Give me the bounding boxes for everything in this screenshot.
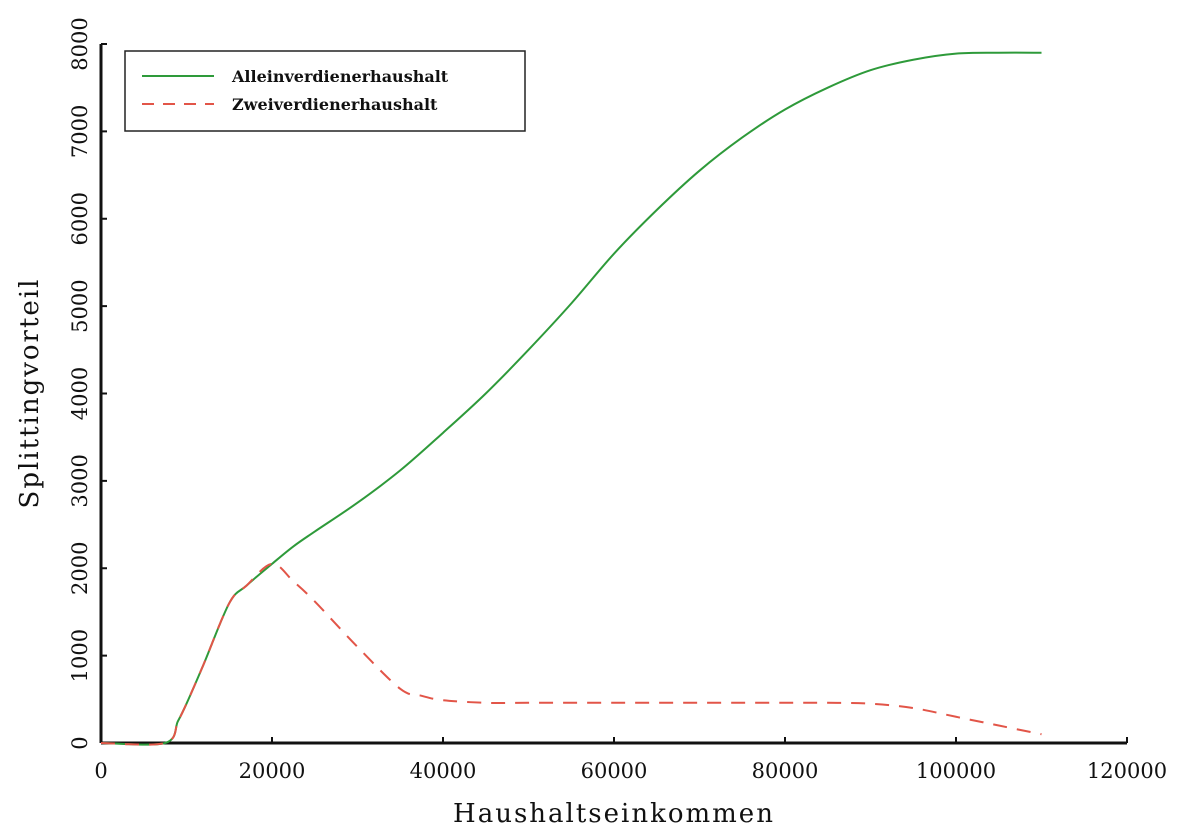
y-tick-label: 8000 xyxy=(68,17,92,70)
series-line-zweiverdiener xyxy=(100,562,1042,746)
y-tick-label: 3000 xyxy=(68,454,92,507)
legend-box xyxy=(124,50,526,132)
series-layer xyxy=(100,51,1042,746)
x-axis-title: Haushaltseinkommen xyxy=(453,799,775,829)
y-tick-label: 7000 xyxy=(68,105,92,158)
x-tick-label: 80000 xyxy=(752,759,819,783)
y-tick-label: 1000 xyxy=(68,629,92,682)
legend: Alleinverdienerhaushalt Zweiverdienerhau… xyxy=(124,50,526,132)
x-tick-label: 20000 xyxy=(239,759,306,783)
legend-label-zweiverdiener: Zweiverdienerhaushalt xyxy=(232,95,438,114)
y-tick-label: 4000 xyxy=(68,367,92,420)
y-tick-label: 6000 xyxy=(68,192,92,245)
x-tick-label: 60000 xyxy=(581,759,648,783)
y-axis-title: Splittingvorteil xyxy=(15,278,45,509)
x-tick-label: 40000 xyxy=(410,759,477,783)
x-tick-label: 0 xyxy=(94,759,107,783)
series-line-alleinverdiener xyxy=(100,51,1042,746)
y-tick-label: 2000 xyxy=(68,542,92,595)
x-tick-label: 120000 xyxy=(1087,759,1167,783)
y-tick-label: 5000 xyxy=(68,279,92,332)
axes: 0 20000 40000 60000 80000 100000 120000 0 1000 20… xyxy=(68,17,1167,783)
legend-label-alleinverdiener: Alleinverdienerhaushalt xyxy=(231,67,449,86)
x-tick-label: 100000 xyxy=(916,759,996,783)
y-tick-label: 0 xyxy=(68,736,92,749)
